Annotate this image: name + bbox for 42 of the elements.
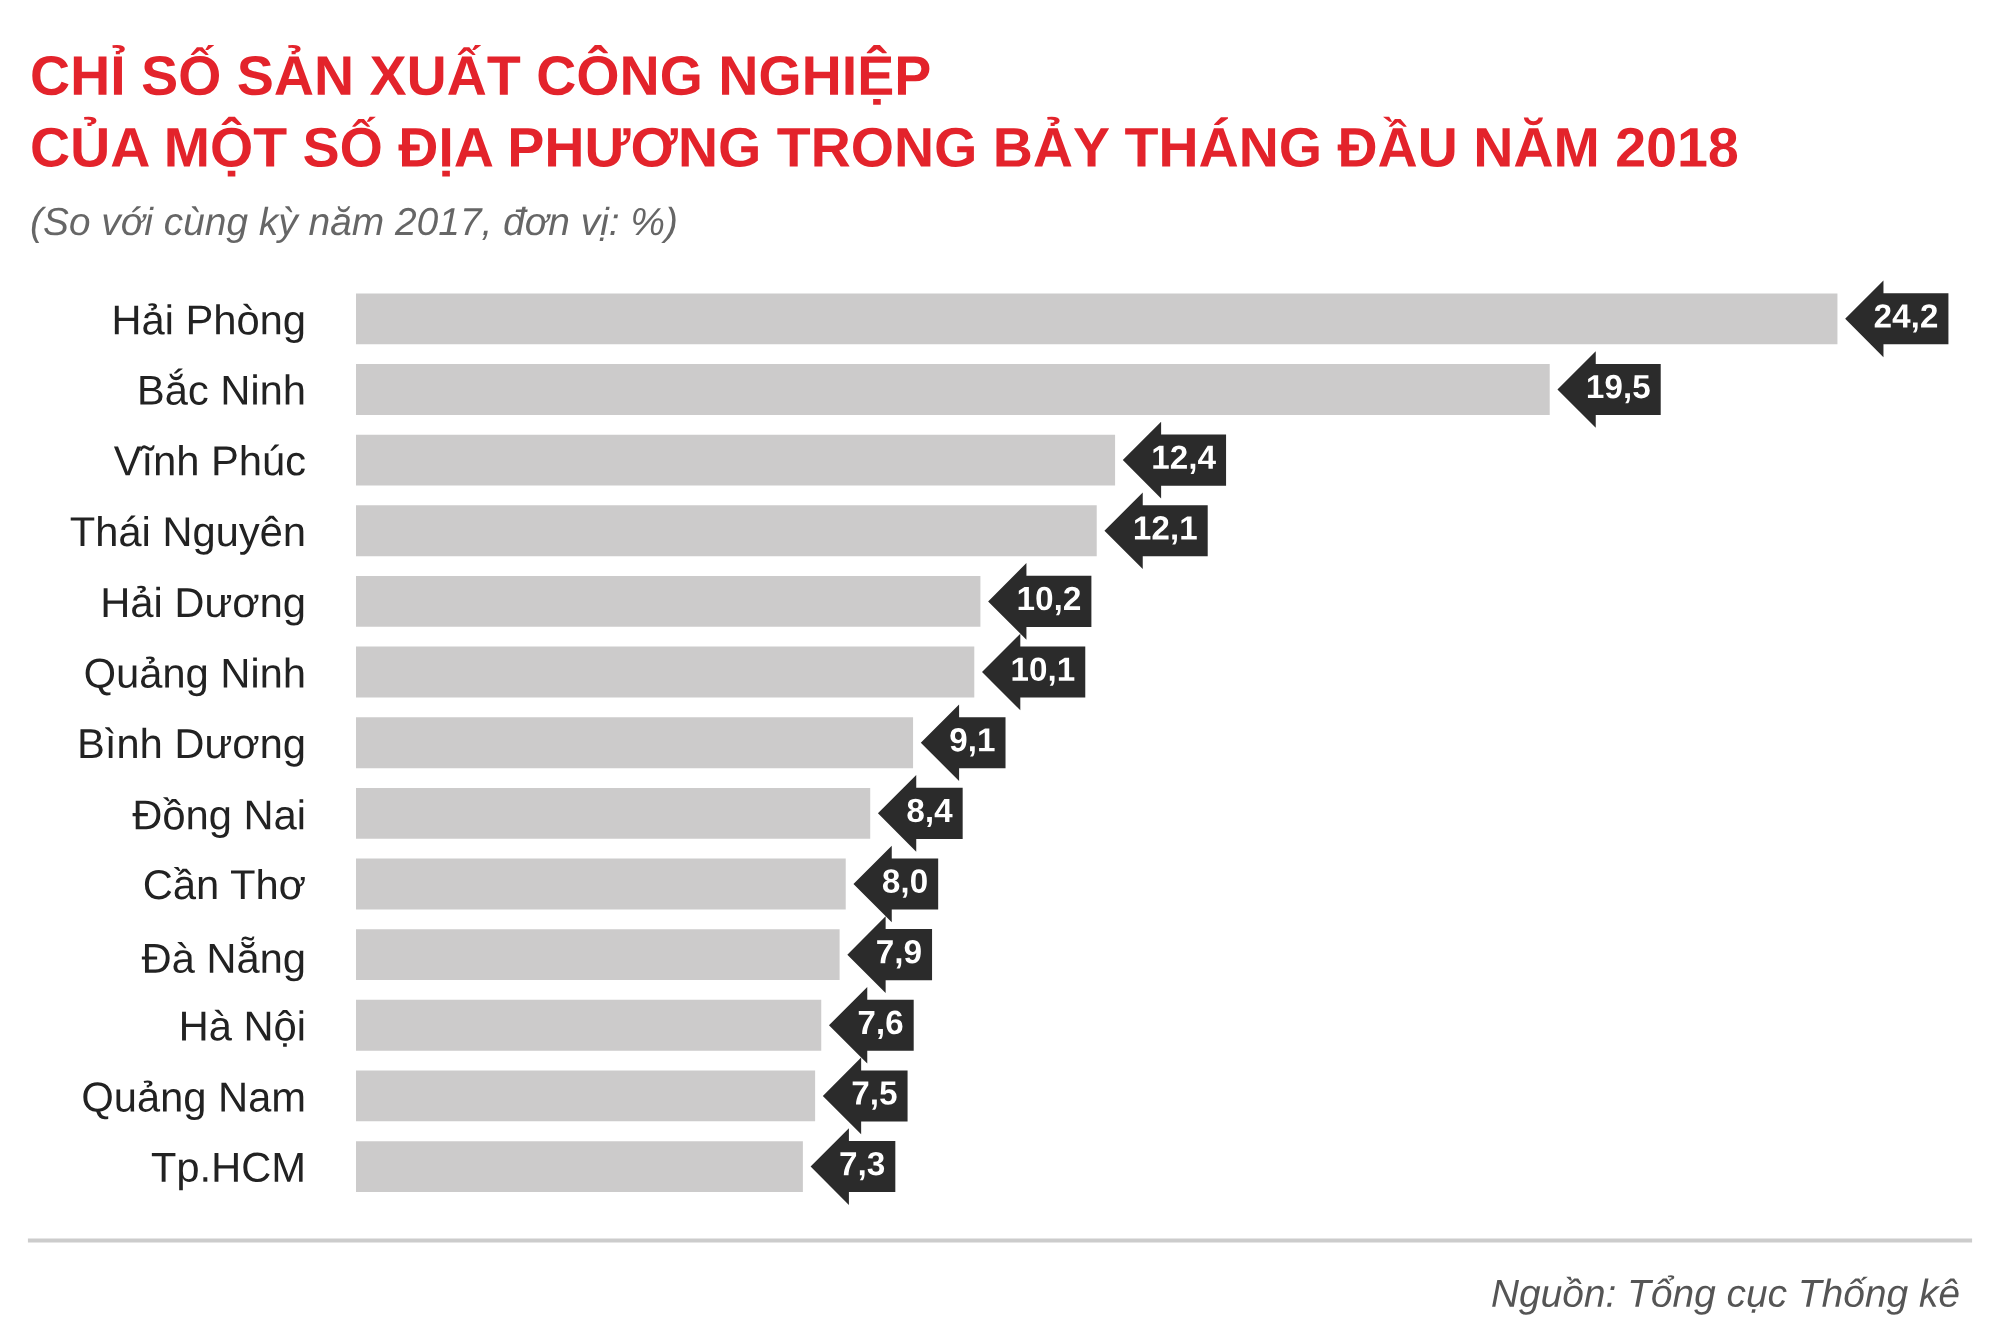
data-label: 7,9 xyxy=(877,939,921,969)
y-tick-label: Đồng Nai xyxy=(132,797,304,838)
y-tick-label: Bình Dương xyxy=(80,727,304,767)
data-label: 24,2 xyxy=(1874,304,1938,333)
bar xyxy=(356,293,1838,345)
y-tick-label: Cần Thơ xyxy=(144,867,305,900)
y-tick-label: Hà Nội xyxy=(182,1009,304,1047)
bar xyxy=(356,787,871,839)
text: Nguồn: Tổng cục Thống kê xyxy=(1492,1275,1959,1315)
y-tick-label: Hải Phòng xyxy=(114,303,304,344)
y-tick-label: Vĩnh Phúc xyxy=(113,444,305,476)
bar xyxy=(356,858,846,910)
y-tick-label: Quảng Nam xyxy=(83,1080,304,1121)
bar xyxy=(356,364,1550,415)
data-label: 19,5 xyxy=(1587,374,1650,404)
bar xyxy=(356,1070,816,1122)
data-label: 7,3 xyxy=(840,1151,885,1181)
bar xyxy=(356,717,914,769)
bar xyxy=(356,1141,803,1192)
y-tick-label: Tp.HCM xyxy=(151,1152,303,1191)
data-label: 12,4 xyxy=(1153,445,1216,474)
data-label: 9,1 xyxy=(950,728,995,757)
data-label: 7,6 xyxy=(858,1010,903,1040)
data-label: 8,4 xyxy=(907,798,953,828)
y-tick-label: Bắc Ninh xyxy=(140,368,304,405)
bar xyxy=(356,434,1116,486)
y-tick-label: Quảng Ninh xyxy=(85,656,304,697)
bar xyxy=(356,505,1097,557)
bar xyxy=(356,646,975,698)
data-label: 10,1 xyxy=(1012,657,1075,686)
data-label: 7,5 xyxy=(852,1081,897,1110)
bar xyxy=(356,929,840,981)
data-label: 8,0 xyxy=(882,869,927,898)
data-label: 12,1 xyxy=(1134,516,1197,545)
y-tick-label: Hải Dương xyxy=(103,585,304,626)
y-tick-label: Thái Nguyên xyxy=(70,515,304,555)
bar xyxy=(356,999,822,1051)
data-label: 10,2 xyxy=(1018,586,1081,616)
y-tick-label: Đà Nẵng xyxy=(141,936,304,982)
chart-subtitle: (So với cùng kỳ năm 2017, đơn vị: %) xyxy=(31,206,676,244)
bar xyxy=(356,575,981,627)
chart-title: CHỈ SỐ SẢN XUẤT CÔNG NGHIỆP CỦA MỘT SỐ ĐỊA PHƯƠNG TRONG BẢY THÁNG ĐẦU NĂM 2018 xyxy=(32,44,1738,177)
